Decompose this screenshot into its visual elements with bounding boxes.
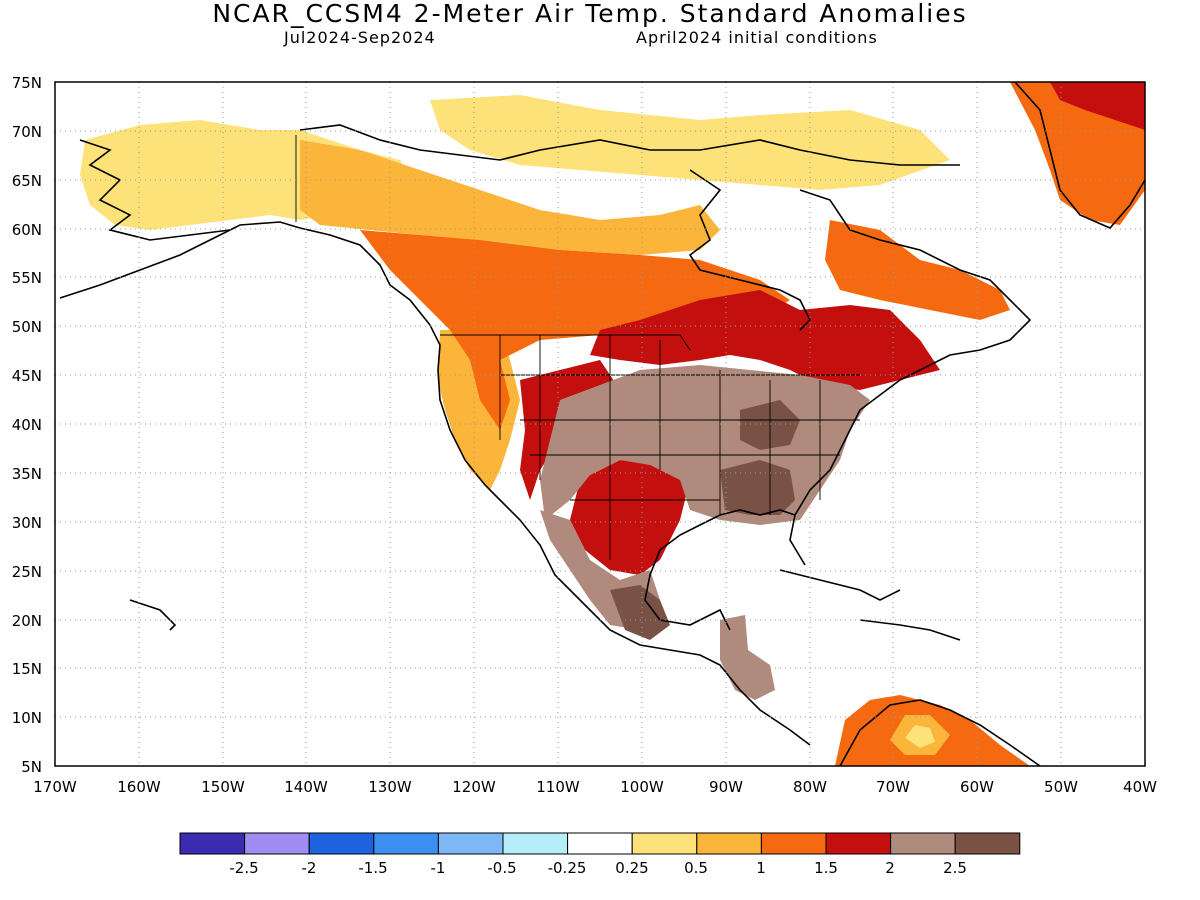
lon-label: 110W <box>536 778 580 796</box>
colorbar-tick-label: 0.5 <box>684 859 708 877</box>
lon-label: 130W <box>368 778 412 796</box>
anomaly-region-canada-central <box>360 230 790 430</box>
forecast-period: Jul2024-Sep2024 <box>284 28 436 47</box>
latitude-axis: 75N 70N 65N 60N 55N 50N 45N 40N 35N 30N … <box>12 74 42 776</box>
anomaly-region-arctic-islands <box>430 95 950 190</box>
lon-label: 140W <box>284 778 328 796</box>
colorbar-tick-label: -1.5 <box>358 859 387 877</box>
anomaly-region-great-lakes-north <box>590 290 940 390</box>
lon-label: 60W <box>960 778 994 796</box>
lat-label: 15N <box>12 660 42 678</box>
colorbar-tick-label: 0.25 <box>615 859 648 877</box>
lon-label: 150W <box>201 778 245 796</box>
colorbar: -2.5 -2 -1.5 -1 -0.5 -0.25 0.25 0.5 1 1.… <box>179 832 1021 877</box>
colorbar-swatch <box>890 832 956 855</box>
lat-label: 55N <box>12 269 42 287</box>
anomaly-shading <box>80 82 1145 766</box>
lat-label: 35N <box>12 465 42 483</box>
lat-label: 45N <box>12 367 42 385</box>
initial-conditions: April2024 initial conditions <box>636 28 878 47</box>
colorbar-tick-label: 1.5 <box>814 859 838 877</box>
lat-label: 10N <box>12 709 42 727</box>
colorbar-swatch <box>308 832 375 855</box>
lon-label: 90W <box>709 778 743 796</box>
anomaly-region-canada-west <box>300 140 720 255</box>
lon-label: 100W <box>620 778 664 796</box>
lat-label: 60N <box>12 221 42 239</box>
map-title: NCAR_CCSM4 2-Meter Air Temp. Standard An… <box>212 0 968 28</box>
lon-label: 80W <box>793 778 827 796</box>
colorbar-swatch <box>760 832 827 855</box>
lat-label: 65N <box>12 172 42 190</box>
lon-label: 50W <box>1044 778 1078 796</box>
colorbar-swatch <box>696 832 762 855</box>
graticule <box>55 82 1145 766</box>
map-frame <box>54 81 1146 767</box>
colorbar-tick-label: -1 <box>431 859 446 877</box>
political-borders <box>295 135 860 560</box>
colorbar-tick-label: -2.5 <box>229 859 258 877</box>
anomaly-region-south-america-center <box>905 725 935 748</box>
colorbar-swatches <box>179 832 1021 855</box>
lat-label: 40N <box>12 416 42 434</box>
lon-label: 160W <box>117 778 161 796</box>
lon-label: 70W <box>876 778 910 796</box>
colorbar-tick-label: -0.5 <box>487 859 516 877</box>
lon-label: 120W <box>452 778 496 796</box>
lat-label: 5N <box>21 758 42 776</box>
lat-label: 25N <box>12 563 42 581</box>
colorbar-swatch <box>179 832 246 855</box>
anomaly-region-greenland-core <box>1050 82 1145 130</box>
anomaly-region-yucatan <box>610 585 670 640</box>
lat-label: 50N <box>12 318 42 336</box>
colorbar-labels: -2.5 -2 -1.5 -1 -0.5 -0.25 0.25 0.5 1 1.… <box>229 859 967 877</box>
colorbar-swatch <box>244 832 310 855</box>
anomaly-region-texas <box>570 460 690 575</box>
lon-label: 40W <box>1123 778 1157 796</box>
coastlines <box>59 82 1145 766</box>
colorbar-swatch <box>954 832 1021 855</box>
lat-label: 20N <box>12 612 42 630</box>
colorbar-swatch <box>567 832 633 855</box>
anomaly-region-central-america <box>720 615 775 700</box>
longitude-axis: 170W 160W 150W 140W 130W 120W 110W 100W … <box>33 778 1157 796</box>
colorbar-tick-label: 2.5 <box>943 859 967 877</box>
anomaly-region-labrador <box>825 220 1010 320</box>
colorbar-tick-label: 1 <box>756 859 766 877</box>
colorbar-swatch <box>825 832 892 855</box>
colorbar-tick-label: -2 <box>302 859 317 877</box>
colorbar-tick-label: 2 <box>885 859 895 877</box>
colorbar-swatch <box>631 832 698 855</box>
colorbar-swatch <box>502 832 569 855</box>
colorbar-tick-label: -0.25 <box>548 859 587 877</box>
anomaly-region-southeast-us <box>720 460 795 515</box>
lat-label: 70N <box>12 123 42 141</box>
lon-label: 170W <box>33 778 77 796</box>
lat-label: 75N <box>12 74 42 92</box>
colorbar-swatch <box>437 832 504 855</box>
colorbar-swatch <box>373 832 439 855</box>
lat-label: 30N <box>12 514 42 532</box>
